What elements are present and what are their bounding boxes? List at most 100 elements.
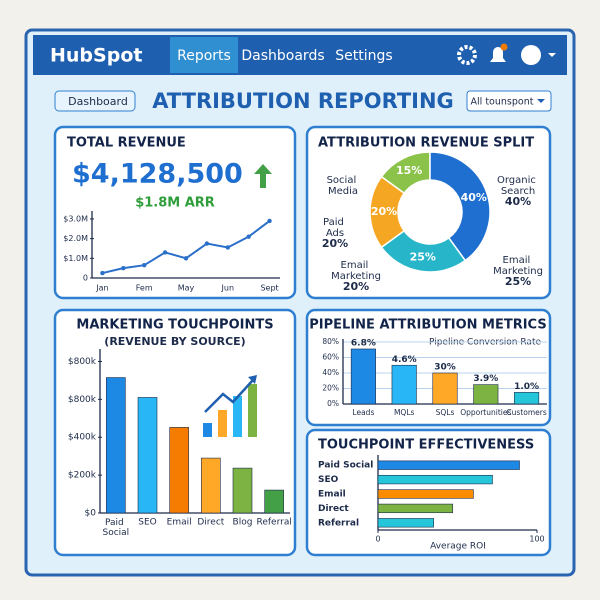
callout-value: 20% — [322, 237, 348, 250]
caret — [548, 53, 556, 57]
annotation: 1.0% — [514, 382, 539, 392]
bar — [377, 489, 474, 499]
y-tick-label: $800k — [68, 395, 97, 405]
x-tick-label: May — [178, 284, 195, 293]
bar — [473, 384, 499, 405]
x-tick-label: 100 — [529, 535, 544, 544]
bar — [432, 372, 458, 405]
kpi-note: $1.8M ARR — [135, 196, 215, 211]
callout-label: Paid Ads — [323, 217, 347, 239]
x-tick-label: Jun — [221, 284, 235, 293]
annotation: 6.8% — [351, 338, 376, 348]
y-tick-label: $3.0M — [63, 214, 88, 223]
callout-label: Email Marketing — [493, 255, 543, 277]
badge — [500, 43, 508, 51]
bar — [264, 489, 284, 514]
bar — [377, 518, 434, 528]
x-tick-label: Referral — [256, 518, 291, 528]
x-axis-label: Average ROI — [430, 542, 486, 552]
point — [100, 270, 105, 276]
x-tick-label: Paid Social — [102, 518, 129, 538]
up-arrow — [254, 164, 272, 188]
callout-label: Email Marketing — [331, 260, 381, 282]
x-tick-label: Jan — [95, 284, 108, 293]
page-title: ATTRIBUTION REPORTING — [152, 89, 454, 113]
annotation: 4.6% — [392, 355, 417, 365]
x-tick-label: Blog — [233, 518, 253, 528]
callout-label: Social Media — [327, 175, 360, 197]
point — [225, 245, 230, 250]
x-tick-label: SQLs — [436, 408, 455, 417]
x-tick-label: Customers — [506, 408, 546, 417]
bar — [514, 392, 540, 405]
panel-title: TOUCHPOINT EFFECTIVENESS — [318, 438, 534, 453]
y-tick-label: Direct — [318, 504, 349, 514]
slice — [429, 151, 491, 262]
point — [267, 218, 272, 224]
point — [204, 241, 210, 246]
nav-item[interactable]: Reports — [177, 48, 231, 64]
x-tick-label: SEO — [138, 518, 156, 528]
x-tick-label: Email — [167, 518, 192, 528]
annotation: 30% — [434, 363, 456, 373]
y-tick-label: Email — [318, 490, 346, 500]
x-tick-label: Sept — [260, 284, 278, 293]
x-tick-label: Direct — [197, 518, 224, 528]
nav-active — [170, 37, 238, 73]
gear-icon[interactable] — [457, 45, 477, 65]
panel-subtitle: (REVENUE BY SOURCE) — [104, 335, 245, 348]
panel-title: TOTAL REVENUE — [67, 136, 186, 151]
y-tick-label: $2.0M — [63, 234, 88, 243]
callout-label: Organic Search — [497, 175, 539, 197]
slice-label: 40% — [461, 191, 487, 204]
avatar[interactable] — [521, 45, 541, 65]
y-tick-label: 40% — [322, 368, 339, 377]
x-tick-label: Fem — [136, 284, 153, 293]
callout-value: 25% — [505, 275, 531, 288]
slice-label: 15% — [396, 164, 422, 177]
caret — [537, 99, 545, 103]
panel — [305, 125, 552, 300]
filter-dropdown[interactable] — [466, 90, 552, 112]
slice-label: 25% — [410, 250, 436, 263]
y-tick-label: $1.0M — [63, 254, 88, 263]
slice — [369, 175, 406, 249]
trend-inset — [203, 375, 257, 437]
y-tick-label: 0% — [327, 399, 339, 408]
brand: HubSpot — [50, 45, 142, 67]
kpi: $4,128,500 — [72, 159, 243, 190]
nav-item[interactable]: Dashboards — [241, 48, 324, 64]
bar — [106, 377, 126, 514]
y-tick-label: $200k — [68, 471, 97, 481]
panel-title: MARKETING TOUCHPOINTS — [76, 318, 273, 333]
y-tick-label: Referral — [318, 518, 359, 528]
bar — [137, 397, 158, 514]
bar — [232, 467, 253, 514]
y-tick-label: $400k — [68, 433, 97, 443]
point — [121, 265, 126, 271]
annotation: 3.9% — [473, 374, 498, 384]
bell-icon[interactable] — [490, 47, 506, 62]
callout-value: 20% — [343, 280, 369, 293]
nav-item[interactable]: Settings — [335, 48, 392, 64]
nav-bar — [33, 35, 567, 75]
x-tick-label: 0 — [375, 535, 380, 544]
point — [142, 263, 147, 268]
back-button[interactable] — [54, 90, 136, 112]
back-label[interactable]: Dashboard — [68, 95, 128, 108]
bar — [377, 503, 454, 514]
panel-title: PIPELINE ATTRIBUTION METRICS — [309, 318, 546, 333]
y-tick-label: 80% — [322, 337, 339, 346]
y-tick-label: 60% — [322, 353, 339, 362]
x-tick-label: Leads — [352, 408, 374, 417]
panel-title: ATTRIBUTION REVENUE SPLIT — [318, 136, 534, 151]
y-tick-label: 20% — [322, 384, 339, 393]
x-tick-label: MQLs — [394, 408, 415, 417]
y-tick-label: SEO — [318, 475, 339, 485]
bar — [201, 457, 221, 514]
y-tick-label: $800k — [68, 357, 97, 367]
filter-label[interactable]: All tounspont — [471, 97, 534, 108]
bar — [391, 364, 417, 405]
panel — [53, 125, 297, 300]
